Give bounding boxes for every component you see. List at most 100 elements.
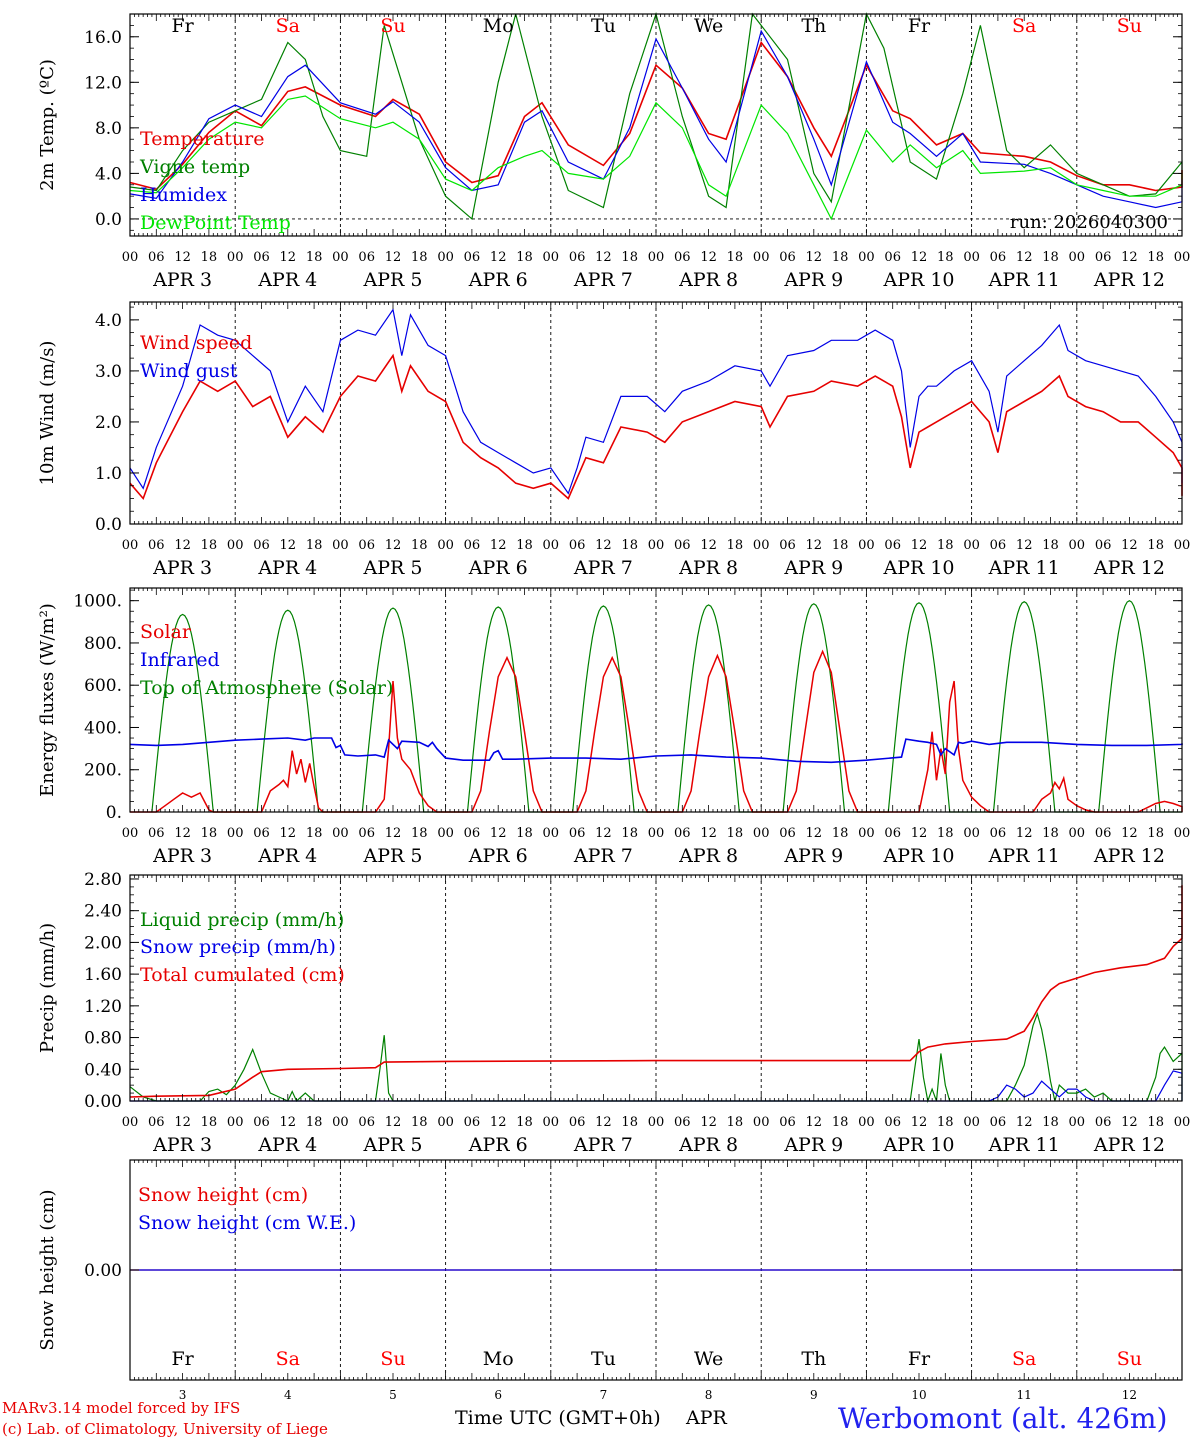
day-name-label: Tu xyxy=(591,1348,616,1370)
hour-label: 06 xyxy=(253,538,270,553)
hour-label: 18 xyxy=(621,826,638,841)
legend-entry: Vigne temp xyxy=(139,156,250,178)
hour-label: 00 xyxy=(227,538,244,553)
hour-label: 18 xyxy=(306,538,323,553)
y-tick-label: 0.0 xyxy=(95,515,122,535)
hour-label: 12 xyxy=(700,1115,717,1130)
hour-label: 06 xyxy=(464,538,481,553)
hour-label: 00 xyxy=(753,1115,770,1130)
hour-label: 12 xyxy=(806,250,823,265)
date-label: APR 7 xyxy=(573,845,633,867)
y-tick-label: 0.0 xyxy=(95,210,122,230)
time-axis-label: Time UTC (GMT+0h) xyxy=(455,1407,661,1429)
hour-label: 06 xyxy=(148,538,165,553)
hour-label: 18 xyxy=(1042,1115,1059,1130)
hour-label: 12 xyxy=(1121,250,1138,265)
hour-label: 00 xyxy=(753,826,770,841)
hour-label: 12 xyxy=(595,826,612,841)
date-label: APR 7 xyxy=(573,557,633,579)
hour-label: 18 xyxy=(832,826,849,841)
date-label: APR 12 xyxy=(1093,1134,1165,1156)
hour-label: 12 xyxy=(385,1115,402,1130)
date-label: APR 5 xyxy=(363,1134,423,1156)
hour-label: 12 xyxy=(280,826,297,841)
hour-label: 00 xyxy=(753,538,770,553)
hour-label: 12 xyxy=(490,826,507,841)
hour-label: 12 xyxy=(385,250,402,265)
hour-label: 12 xyxy=(911,826,928,841)
hour-label: 00 xyxy=(963,1115,980,1130)
y-tick-label: 2.0 xyxy=(95,413,122,433)
date-label: APR 4 xyxy=(257,269,317,291)
hour-label: 06 xyxy=(569,538,586,553)
station-title: Werbomont (alt. 426m) xyxy=(838,1402,1167,1435)
legend-entry: Snow precip (mm/h) xyxy=(140,936,336,958)
date-label: APR 6 xyxy=(468,557,528,579)
hour-label: 00 xyxy=(1174,826,1191,841)
day-number-label: 3 xyxy=(179,1388,187,1402)
lab-credit: (c) Lab. of Climatology, University of L… xyxy=(2,1420,328,1438)
hour-label: 06 xyxy=(779,538,796,553)
hour-label: 18 xyxy=(937,826,954,841)
date-label: APR 8 xyxy=(678,845,738,867)
hour-label: 18 xyxy=(411,538,428,553)
hour-label: 00 xyxy=(753,250,770,265)
hour-label: 06 xyxy=(464,826,481,841)
hour-label: 12 xyxy=(174,1115,191,1130)
day-number-label: 10 xyxy=(911,1388,926,1402)
y-tick-label: 2.40 xyxy=(84,902,122,922)
hour-label: 06 xyxy=(674,250,691,265)
y-tick-label: 0. xyxy=(106,803,122,823)
day-name-label: Su xyxy=(1117,1348,1142,1370)
hour-label: 12 xyxy=(700,826,717,841)
legend-entry: Top of Atmosphere (Solar) xyxy=(140,677,393,699)
hour-label: 06 xyxy=(990,1115,1007,1130)
day-number-label: 9 xyxy=(810,1388,818,1402)
date-label: APR 3 xyxy=(152,1134,212,1156)
hour-label: 06 xyxy=(569,1115,586,1130)
day-number-label: 8 xyxy=(705,1388,713,1402)
hour-label: 00 xyxy=(648,250,665,265)
hour-label: 12 xyxy=(595,250,612,265)
date-label: APR 8 xyxy=(678,557,738,579)
hour-label: 18 xyxy=(727,250,744,265)
date-label: APR 9 xyxy=(783,845,843,867)
date-label: APR 4 xyxy=(257,1134,317,1156)
date-label: APR 4 xyxy=(257,845,317,867)
hour-label: 18 xyxy=(727,826,744,841)
hour-label: 12 xyxy=(1016,250,1033,265)
date-label: APR 11 xyxy=(988,1134,1060,1156)
energy-plot-frame xyxy=(129,587,1183,813)
y-tick-label: 16.0 xyxy=(84,28,122,48)
date-label: APR 5 xyxy=(363,269,423,291)
y-tick-label: 3.0 xyxy=(95,362,122,382)
day-name-label: Sa xyxy=(1012,15,1036,37)
hour-label: 12 xyxy=(280,250,297,265)
day-number-label: 11 xyxy=(1017,1388,1032,1402)
legend-entry: Snow height (cm) xyxy=(138,1184,308,1206)
hour-label: 18 xyxy=(832,538,849,553)
y-tick-label: 0.80 xyxy=(84,1029,122,1049)
hour-label: 12 xyxy=(1016,826,1033,841)
date-label: APR 11 xyxy=(988,269,1060,291)
hour-label: 12 xyxy=(806,538,823,553)
legend-entry: Liquid precip (mm/h) xyxy=(140,909,344,931)
date-label: APR 11 xyxy=(988,845,1060,867)
hour-label: 00 xyxy=(437,1115,454,1130)
hour-label: 06 xyxy=(990,538,1007,553)
hour-label: 18 xyxy=(306,826,323,841)
hour-label: 06 xyxy=(569,826,586,841)
y-axis-label: 2m Temp. (ºC) xyxy=(37,59,58,191)
date-label: APR 12 xyxy=(1093,269,1165,291)
hour-label: 18 xyxy=(516,826,533,841)
y-axis-label: 10m Wind (m/s) xyxy=(37,341,58,486)
hour-label: 00 xyxy=(122,538,139,553)
hour-label: 18 xyxy=(411,250,428,265)
hour-label: 00 xyxy=(543,538,560,553)
hour-label: 06 xyxy=(569,250,586,265)
hour-label: 12 xyxy=(911,538,928,553)
hour-label: 18 xyxy=(306,1115,323,1130)
y-tick-label: 4.0 xyxy=(95,164,122,184)
hour-label: 00 xyxy=(963,250,980,265)
day-name-label: Sa xyxy=(276,1348,300,1370)
